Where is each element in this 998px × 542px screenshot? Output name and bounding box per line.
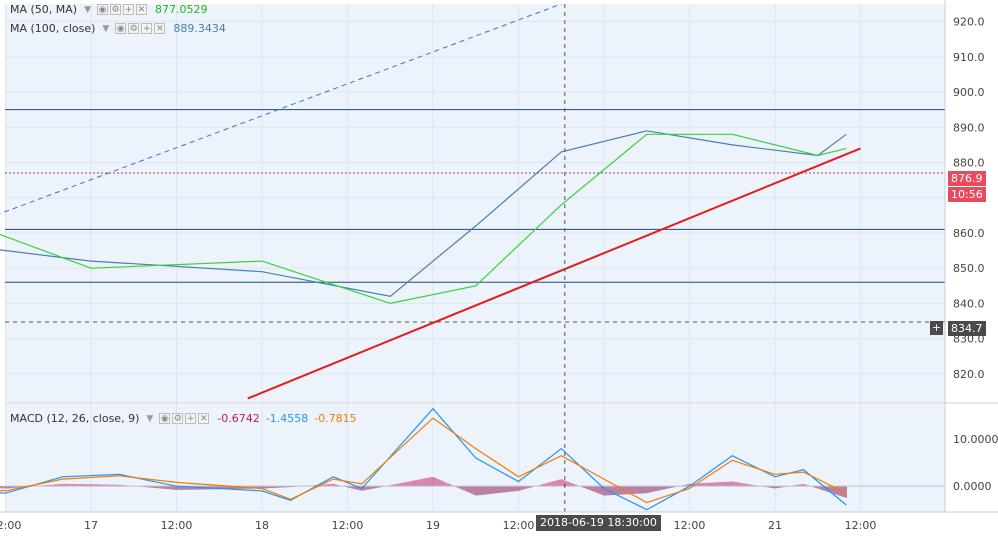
close-icon[interactable]: ✕ xyxy=(154,23,166,34)
price-pane[interactable] xyxy=(5,4,945,402)
chevron-down-icon[interactable]: ▼ xyxy=(146,413,154,424)
eye-icon[interactable]: ◉ xyxy=(97,4,109,15)
price-tick-label: 880.0 xyxy=(953,156,985,169)
plus-icon[interactable]: + xyxy=(185,413,197,424)
close-icon[interactable]: ✕ xyxy=(198,413,210,424)
price-tick-label: 910.0 xyxy=(953,51,985,64)
macd-signal-line xyxy=(0,417,847,504)
time-tick-label: 12:00 xyxy=(0,519,21,532)
plus-icon[interactable]: + xyxy=(141,23,153,34)
ma100-label: MA (100, close) xyxy=(10,22,96,35)
price-tick-label: 840.0 xyxy=(953,297,985,310)
dashed-trendline-segment xyxy=(0,3,562,215)
chevron-down-icon[interactable]: ▼ xyxy=(84,4,92,15)
time-tick-label: 12:00 xyxy=(161,519,193,532)
trendline-segment xyxy=(247,147,861,400)
close-icon[interactable]: ✕ xyxy=(136,4,148,15)
ma50-value: 877.0529 xyxy=(155,3,208,16)
time-tick-label: 17 xyxy=(84,519,98,532)
plus-icon[interactable]: + xyxy=(123,4,135,15)
gear-icon[interactable]: ⚙ xyxy=(110,4,122,15)
crosshair-plus-icon[interactable]: + xyxy=(930,321,943,335)
time-tick-label: 12:00 xyxy=(674,519,706,532)
ma100-legend[interactable]: MA (100, close) ▼ ◉ ⚙ + ✕ 889.3434 xyxy=(10,22,226,35)
crosshair-time-tag: 2018-06-19 18:30:00 xyxy=(536,515,661,531)
macd-line-value: -1.4558 xyxy=(265,412,309,425)
price-tick-label: 920.0 xyxy=(953,16,985,29)
ma100-value: 889.3434 xyxy=(173,22,226,35)
time-tick-label: 18 xyxy=(255,519,269,532)
price-tick-label: 890.0 xyxy=(953,121,985,134)
countdown-tag: 10:56 xyxy=(948,187,986,202)
price-tick-label: 860.0 xyxy=(953,227,985,240)
macd-signal-value: -0.7815 xyxy=(314,412,357,425)
ma100-line xyxy=(0,130,847,297)
crosshair-price-tag: 834.7 xyxy=(948,321,986,336)
price-tick-label: 820.0 xyxy=(953,368,985,381)
grid xyxy=(5,4,945,512)
chevron-down-icon[interactable]: ▼ xyxy=(102,23,110,34)
macd-tick-label: 0.0000 xyxy=(953,480,992,493)
time-tick-label: 12:00 xyxy=(845,519,877,532)
current-price-tag: 876.9 xyxy=(948,171,986,186)
macd-hist-value: -0.6742 xyxy=(217,412,260,425)
horizontal-levels xyxy=(5,109,945,323)
trendline[interactable] xyxy=(247,147,861,400)
macd-label: MACD (12, 26, close, 9) xyxy=(10,412,140,425)
time-tick-label: 12:00 xyxy=(332,519,364,532)
ma50-line xyxy=(0,133,847,305)
ma50-label: MA (50, MA) xyxy=(10,3,78,16)
macd-legend[interactable]: MACD (12, 26, close, 9) ▼ ◉ ⚙ + ✕ -0.674… xyxy=(10,412,357,425)
eye-icon[interactable]: ◉ xyxy=(159,413,171,424)
gear-icon[interactable]: ⚙ xyxy=(172,413,184,424)
price-tick-label: 900.0 xyxy=(953,86,985,99)
dashed-trendline xyxy=(0,3,562,215)
price-tick-label: 850.0 xyxy=(953,262,985,275)
ma50-legend[interactable]: MA (50, MA) ▼ ◉ ⚙ + ✕ 877.0529 xyxy=(10,3,208,16)
gear-icon[interactable]: ⚙ xyxy=(128,23,140,34)
time-tick-label: 12:00 xyxy=(503,519,535,532)
macd-tick-label: 10.0000 xyxy=(953,433,998,446)
time-tick-label: 19 xyxy=(426,519,440,532)
macd-lines xyxy=(0,407,847,511)
moving-averages xyxy=(0,130,847,305)
time-tick-label: 21 xyxy=(768,519,782,532)
eye-icon[interactable]: ◉ xyxy=(115,23,127,34)
